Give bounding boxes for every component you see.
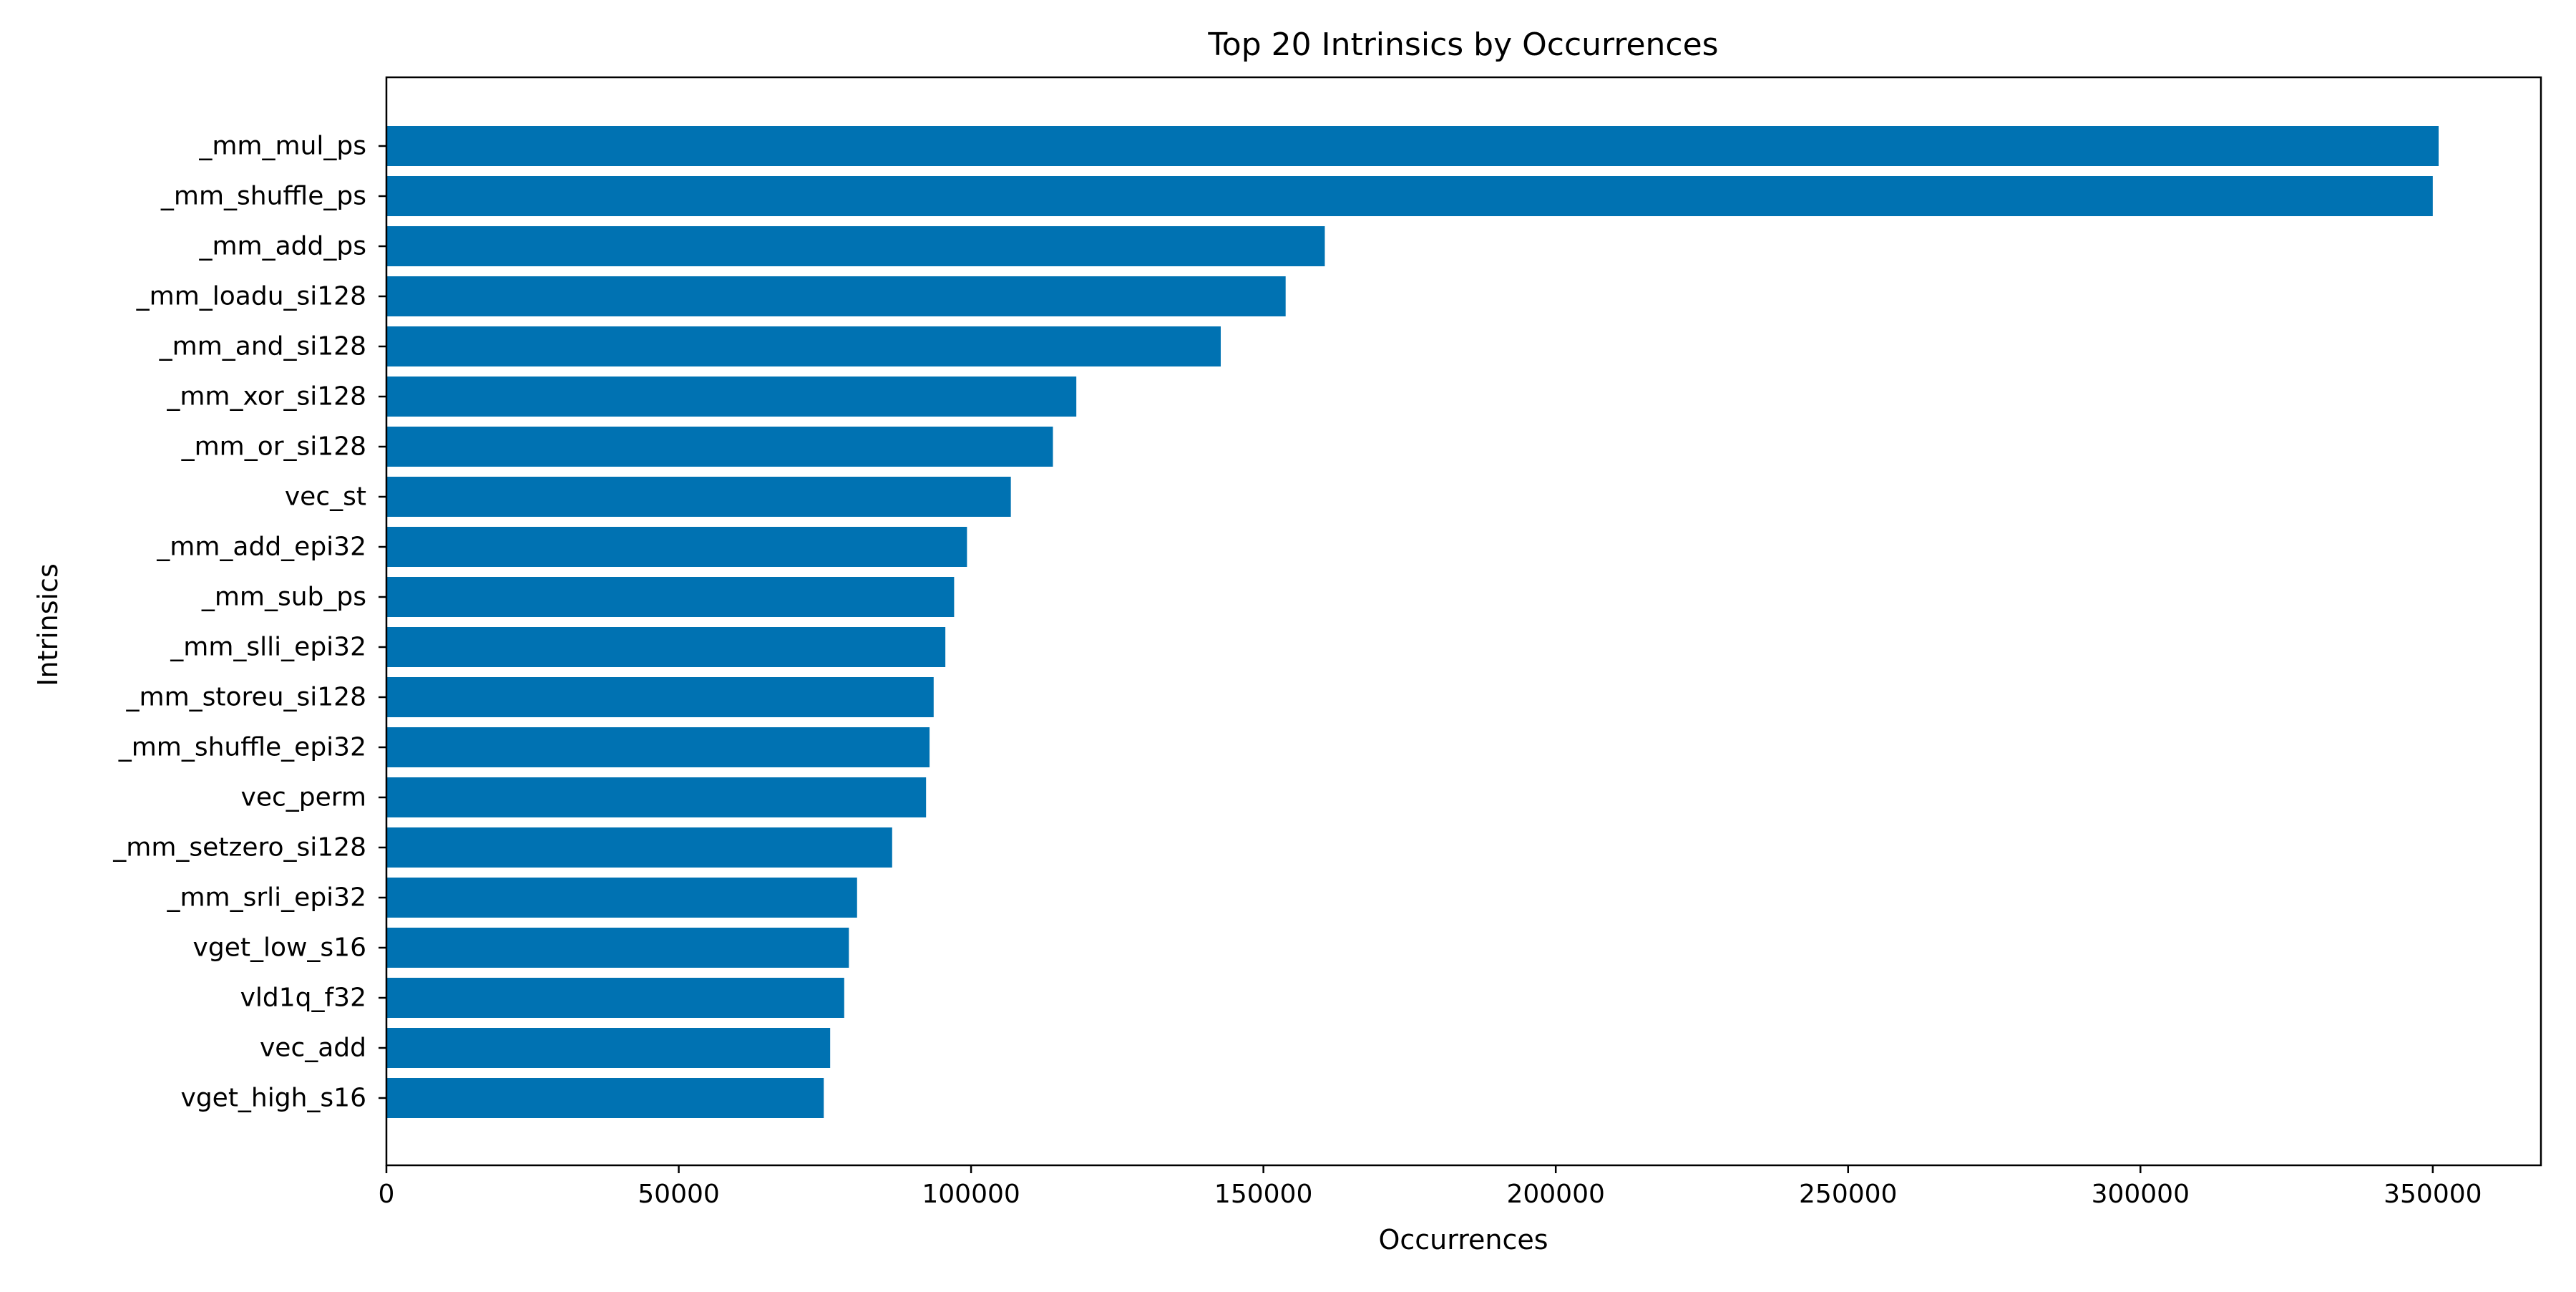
y-tick-label: _mm_slli_epi32	[170, 633, 366, 662]
x-ticks-group: 0 50000 100000 150000 200000 250000 300000 3500…	[379, 1165, 2482, 1209]
chart-title: Top 20 Intrinsics by Occurrences	[1207, 26, 1718, 63]
bar	[386, 878, 857, 918]
y-tick-label: _mm_mul_ps	[198, 132, 366, 161]
bar	[386, 226, 1325, 266]
bar	[386, 326, 1221, 366]
y-tick-label: vec_perm	[241, 783, 366, 812]
bars-group	[386, 126, 2439, 1118]
x-tick-label: 150000	[1214, 1180, 1312, 1209]
y-tick-label: _mm_or_si128	[181, 432, 366, 462]
x-tick-label: 250000	[1799, 1180, 1897, 1209]
x-tick-label: 350000	[2384, 1180, 2482, 1209]
bar	[386, 176, 2433, 216]
y-tick-label: _mm_storeu_si128	[126, 683, 366, 712]
x-tick-label: 50000	[638, 1180, 720, 1209]
y-tick-label: _mm_and_si128	[159, 332, 366, 361]
bar	[386, 577, 955, 617]
y-tick-label: vld1q_f32	[240, 983, 366, 1013]
bar	[386, 777, 927, 817]
bar	[386, 928, 849, 968]
y-tick-label: _mm_srli_epi32	[166, 883, 366, 913]
bar	[386, 627, 946, 667]
x-axis-label: Occurrences	[1378, 1224, 1548, 1255]
x-tick-label: 0	[379, 1180, 395, 1209]
y-tick-label: vget_high_s16	[181, 1084, 366, 1113]
y-tick-label: vec_st	[285, 482, 366, 512]
bar	[386, 126, 2439, 166]
bar	[386, 677, 934, 717]
bar	[386, 477, 1011, 517]
bar	[386, 1028, 831, 1068]
bar	[386, 276, 1286, 316]
y-tick-label: vec_add	[260, 1034, 366, 1063]
bar	[386, 527, 967, 567]
y-tick-label: _mm_shuffle_ps	[160, 182, 366, 211]
plot-frame	[385, 76, 2542, 1167]
y-tick-label: _mm_add_ps	[198, 232, 366, 261]
bar	[386, 377, 1077, 417]
bar	[386, 1078, 824, 1118]
bar	[386, 827, 892, 868]
bar	[386, 427, 1053, 467]
y-tick-label: _mm_shuffle_epi32	[118, 733, 366, 762]
bar	[386, 727, 930, 767]
y-axis-label: Intrinsics	[32, 563, 64, 686]
x-tick-label: 200000	[1506, 1180, 1604, 1209]
x-tick-label: 100000	[922, 1180, 1020, 1209]
bar	[386, 978, 844, 1018]
x-tick-label: 300000	[2092, 1180, 2190, 1209]
y-tick-label: _mm_setzero_si128	[112, 833, 366, 863]
y-tick-label: _mm_add_epi32	[156, 533, 366, 562]
y-tick-label: _mm_xor_si128	[166, 382, 366, 412]
y-tick-label: _mm_loadu_si128	[136, 282, 366, 311]
y-ticks-group: _mm_mul_ps _mm_shuffle_ps _mm_add_ps _mm_lo…	[112, 132, 386, 1113]
y-tick-label: _mm_sub_ps	[201, 583, 366, 612]
y-tick-label: vget_low_s16	[193, 933, 366, 963]
